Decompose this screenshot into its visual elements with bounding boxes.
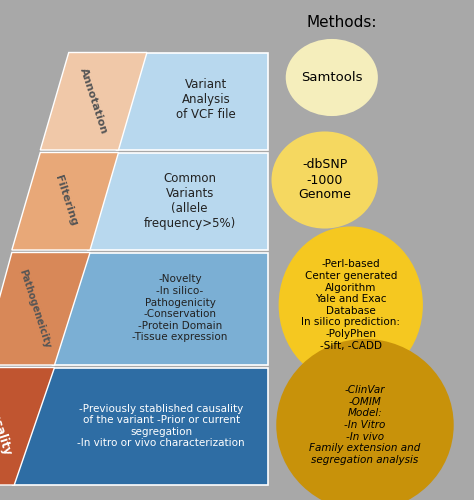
- Text: Pathogeneicity: Pathogeneicity: [17, 268, 52, 349]
- Text: Samtools: Samtools: [301, 71, 363, 84]
- Polygon shape: [40, 52, 147, 150]
- Text: -dbSNP
-1000
Genome: -dbSNP -1000 Genome: [298, 158, 351, 202]
- Polygon shape: [52, 252, 268, 365]
- Text: -Perl-based
Center generated
Algorithm
Yale and Exac
Database
In silico predicti: -Perl-based Center generated Algorithm Y…: [301, 260, 400, 350]
- Text: Causality: Causality: [0, 395, 13, 457]
- Text: -ClinVar
-OMIM
Model:
-In Vitro
-In vivo
Family extension and
segregation analys: -ClinVar -OMIM Model: -In Vitro -In vivo…: [310, 385, 420, 465]
- Polygon shape: [0, 368, 55, 485]
- Ellipse shape: [277, 340, 453, 500]
- Polygon shape: [88, 152, 268, 250]
- Ellipse shape: [287, 40, 377, 115]
- Text: Methods:: Methods:: [306, 15, 376, 30]
- Text: -Previously stablished causality
of the variant -Prior or current
segregation
-I: -Previously stablished causality of the …: [77, 404, 245, 448]
- Text: Annotation: Annotation: [78, 66, 109, 136]
- Text: -Novelty
-In silico-
Pathogenicity
-Conservation
-Protein Domain
-Tissue express: -Novelty -In silico- Pathogenicity -Cons…: [132, 274, 228, 342]
- Polygon shape: [116, 52, 268, 150]
- Ellipse shape: [273, 132, 377, 228]
- Polygon shape: [12, 152, 118, 250]
- Text: Variant
Analysis
of VCF file: Variant Analysis of VCF file: [176, 78, 236, 122]
- Text: Common
Variants
(allele
frequency>5%): Common Variants (allele frequency>5%): [144, 172, 236, 230]
- Text: Filtering: Filtering: [53, 174, 78, 228]
- Ellipse shape: [280, 228, 422, 382]
- Polygon shape: [0, 252, 90, 365]
- Polygon shape: [12, 368, 268, 485]
